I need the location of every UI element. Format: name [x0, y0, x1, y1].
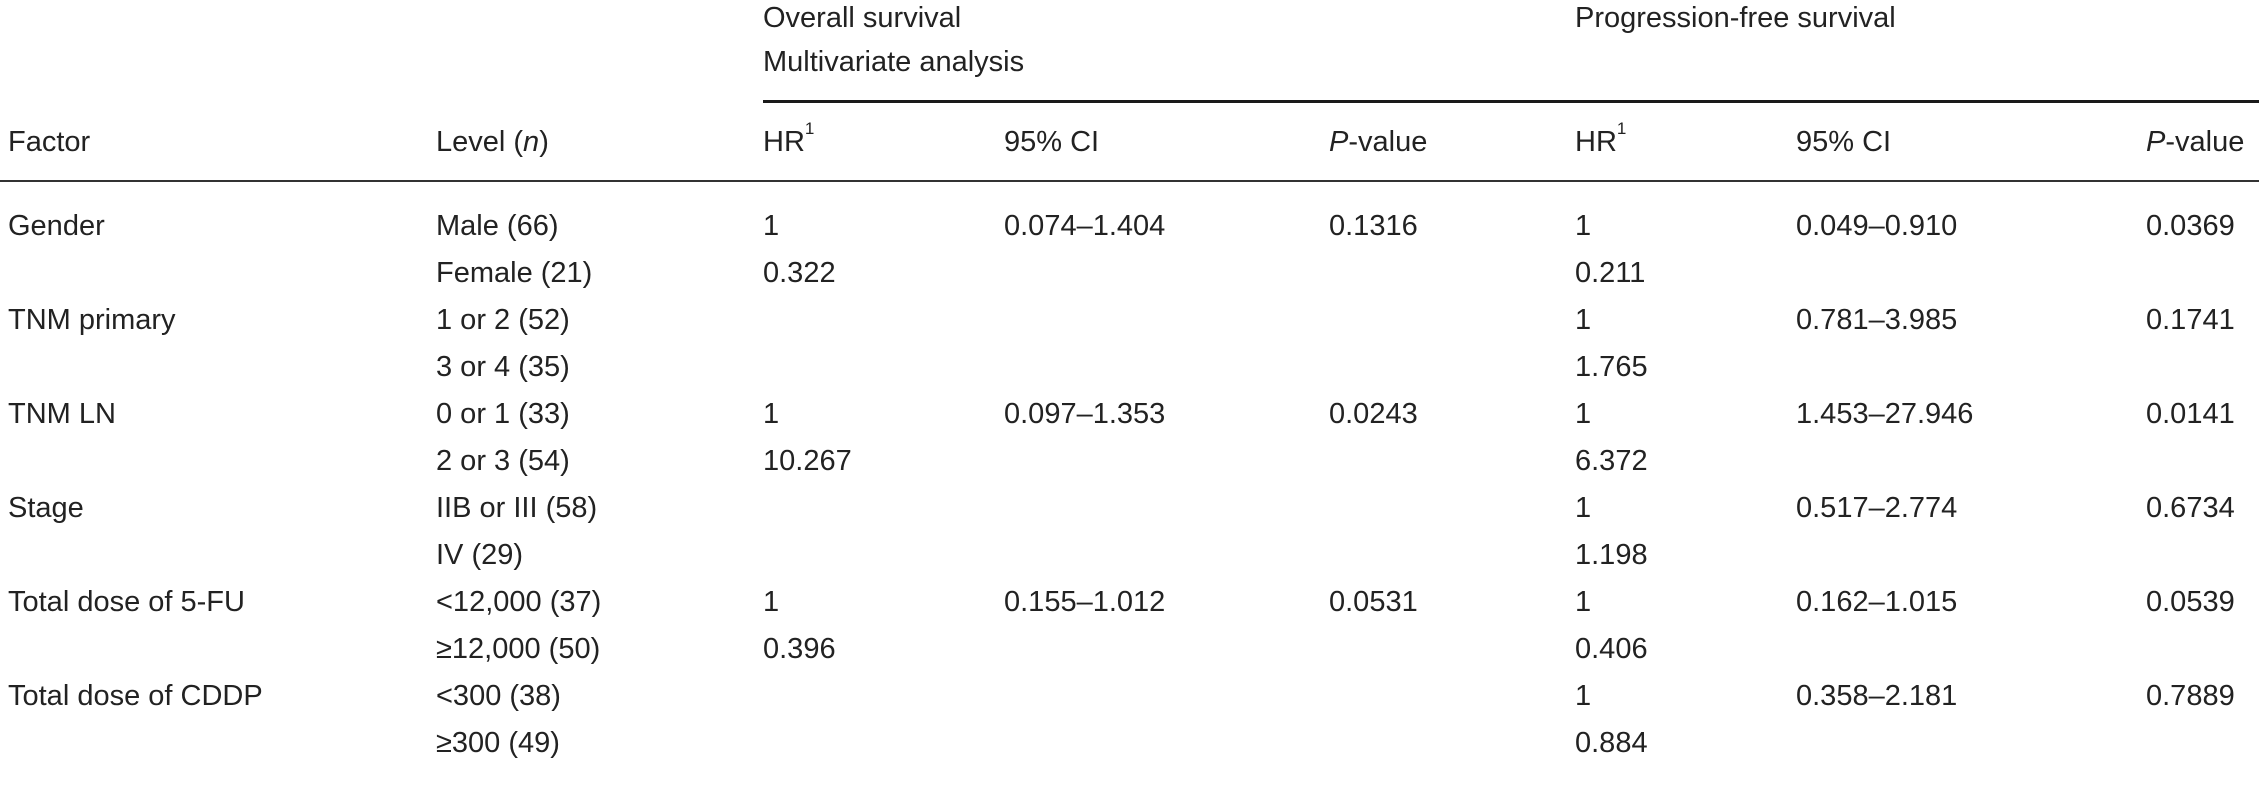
cell-factor: TNM primary — [8, 304, 176, 336]
cell-factor: Total dose of CDDP — [8, 680, 263, 712]
cell-os-ci: 0.097–1.353 — [1004, 398, 1166, 430]
col-header-pfs-ci: 95% CI — [1796, 126, 1892, 158]
cell-factor: Gender — [8, 210, 105, 242]
cell-level: IIB or III (58) — [436, 492, 598, 524]
cell-level: <12,000 (37) — [436, 586, 602, 618]
col-header-os-p: P-value — [1329, 126, 1428, 158]
group-header-rule — [763, 100, 2259, 103]
cell-pfs-hr: 1.198 — [1575, 539, 1648, 571]
cell-os-hr: 0.396 — [763, 633, 836, 665]
cell-pfs-hr: 0.211 — [1575, 257, 1646, 289]
cell-level: 2 or 3 (54) — [436, 445, 570, 477]
header-progression-free-survival: Progression-free survival — [1575, 2, 1896, 34]
cell-factor: Stage — [8, 492, 84, 524]
cell-pfs-hr: 1 — [1575, 492, 1592, 524]
cell-pfs-p: 0.7889 — [2146, 680, 2235, 712]
cell-level: ≥300 (49) — [436, 727, 560, 759]
cell-pfs-p: 0.0369 — [2146, 210, 2235, 242]
cell-factor: TNM LN — [8, 398, 116, 430]
cell-pfs-hr: 1 — [1575, 398, 1592, 430]
cell-os-hr: 1 — [763, 586, 780, 618]
col-header-pfs-p: P-value — [2146, 126, 2245, 158]
cell-pfs-p: 0.0539 — [2146, 586, 2235, 618]
cell-pfs-hr: 1 — [1575, 680, 1592, 712]
cell-level: 3 or 4 (35) — [436, 351, 570, 383]
cell-pfs-hr: 1 — [1575, 304, 1592, 336]
cell-os-p: 0.0243 — [1329, 398, 1418, 430]
col-header-os-hr: HR1 — [763, 119, 815, 158]
cell-pfs-ci: 0.781–3.985 — [1796, 304, 1958, 336]
cell-os-p: 0.0531 — [1329, 586, 1418, 618]
header-multivariate-analysis: Multivariate analysis — [763, 46, 1025, 78]
column-header-rule — [0, 180, 2259, 182]
col-header-factor: Factor — [8, 126, 91, 158]
cell-os-hr: 10.267 — [763, 445, 852, 477]
cell-level: Female (21) — [436, 257, 593, 289]
cell-factor: Total dose of 5-FU — [8, 586, 245, 618]
cell-level: <300 (38) — [436, 680, 561, 712]
cell-pfs-hr: 1 — [1575, 586, 1592, 618]
cell-pfs-hr: 6.372 — [1575, 445, 1648, 477]
cell-pfs-ci: 1.453–27.946 — [1796, 398, 1974, 430]
col-header-os-ci: 95% CI — [1004, 126, 1100, 158]
cell-os-p: 0.1316 — [1329, 210, 1418, 242]
cell-pfs-hr: 1.765 — [1575, 351, 1648, 383]
cell-os-hr: 0.322 — [763, 257, 836, 289]
cell-level: 0 or 1 (33) — [436, 398, 570, 430]
header-overall-survival: Overall survival — [763, 2, 962, 34]
cell-pfs-hr: 0.406 — [1575, 633, 1648, 665]
cell-level: 1 or 2 (52) — [436, 304, 570, 336]
cell-level: ≥12,000 (50) — [436, 633, 601, 665]
cell-pfs-hr: 0.884 — [1575, 727, 1648, 759]
cell-level: IV (29) — [436, 539, 524, 571]
cell-os-ci: 0.074–1.404 — [1004, 210, 1166, 242]
cell-pfs-ci: 0.358–2.181 — [1796, 680, 1958, 712]
col-header-level: Level (n) — [436, 126, 549, 158]
cell-pfs-p: 0.1741 — [2146, 304, 2235, 336]
cell-pfs-ci: 0.049–0.910 — [1796, 210, 1958, 242]
cell-pfs-p: 0.6734 — [2146, 492, 2235, 524]
cell-pfs-ci: 0.162–1.015 — [1796, 586, 1958, 618]
cell-os-ci: 0.155–1.012 — [1004, 586, 1166, 618]
cell-os-hr: 1 — [763, 210, 780, 242]
cell-pfs-hr: 1 — [1575, 210, 1592, 242]
cell-level: Male (66) — [436, 210, 559, 242]
cell-pfs-ci: 0.517–2.774 — [1796, 492, 1958, 524]
cell-os-hr: 1 — [763, 398, 780, 430]
col-header-pfs-hr: HR1 — [1575, 119, 1627, 158]
cell-pfs-p: 0.0141 — [2146, 398, 2235, 430]
